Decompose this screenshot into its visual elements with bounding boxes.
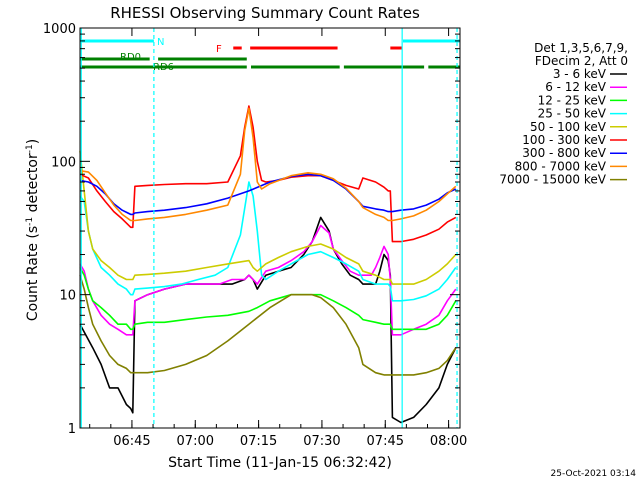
flag-label-rd6: RD6 (153, 62, 174, 73)
series-line-6 (79, 173, 457, 216)
legend-header-0: Det 1,3,5,6,7,9, (534, 41, 628, 55)
y-label-part: Count Rate (s (25, 226, 41, 321)
chart-title: RHESSI Observing Summary Count Rates (110, 4, 420, 22)
x-tick-label-3: 07:30 (303, 434, 340, 449)
y-tick-label-3: 1000 (43, 22, 76, 37)
series-line-3 (79, 181, 457, 302)
y-label-part: detector (25, 153, 41, 217)
series-line-1 (79, 224, 457, 336)
legend-header-1: FDecim 2, Att 0 (535, 54, 628, 68)
legend-label-2: 12 - 25 keV (538, 93, 607, 107)
flag-bars: N RD0 RD6 F (80, 37, 460, 73)
y-label-sup: -1 (25, 217, 35, 226)
y-label-sup: -1 (25, 144, 35, 153)
x-tick-label-4: 07:45 (367, 434, 404, 449)
legend-label-6: 300 - 800 keV (522, 146, 606, 160)
footer-timestamp: 25-Oct-2021 03:14 (551, 469, 637, 479)
legend-label-1: 6 - 12 keV (545, 80, 607, 94)
flag-label-rd0: RD0 (120, 52, 141, 63)
legend-label-3: 25 - 50 keV (538, 107, 607, 121)
series-line-2 (79, 267, 457, 331)
x-axis-label: Start Time (11-Jan-15 06:32:42) (168, 455, 392, 471)
plot-frame (79, 27, 461, 429)
x-tick-label-5: 08:00 (430, 434, 467, 449)
y-axis: 1 10 100 1000 (43, 22, 460, 437)
series-line-4 (79, 150, 457, 285)
legend-label-4: 50 - 100 keV (530, 120, 607, 134)
x-tick-label-2: 07:15 (240, 434, 277, 449)
plot-area (79, 105, 457, 424)
flag-label-f: F (216, 44, 222, 55)
x-tick-label-0: 06:45 (113, 434, 150, 449)
x-axis: 06:45 07:00 07:15 07:30 07:45 08:00 (89, 28, 467, 449)
legend-label-8: 7000 - 15000 keV (499, 173, 606, 187)
saa-lines (80, 28, 458, 428)
flag-label-n: N (157, 37, 164, 48)
series-line-5 (79, 105, 457, 243)
y-tick-label-2: 100 (51, 155, 76, 170)
legend-label-0: 3 - 6 keV (553, 67, 607, 81)
legend: Det 1,3,5,6,7,9,FDecim 2, Att 03 - 6 keV… (499, 41, 628, 187)
series-line-8 (79, 274, 457, 376)
y-tick-label-0: 1 (68, 422, 76, 437)
legend-label-7: 800 - 7000 keV (515, 159, 607, 173)
legend-label-5: 100 - 300 keV (522, 133, 606, 147)
y-axis-label: Count Rate (s-1 detector-1) (25, 139, 41, 321)
series-line-7 (79, 107, 457, 222)
y-tick-label-1: 10 (59, 289, 76, 304)
y-label-part: ) (25, 139, 41, 144)
x-tick-label-1: 07:00 (177, 434, 214, 449)
